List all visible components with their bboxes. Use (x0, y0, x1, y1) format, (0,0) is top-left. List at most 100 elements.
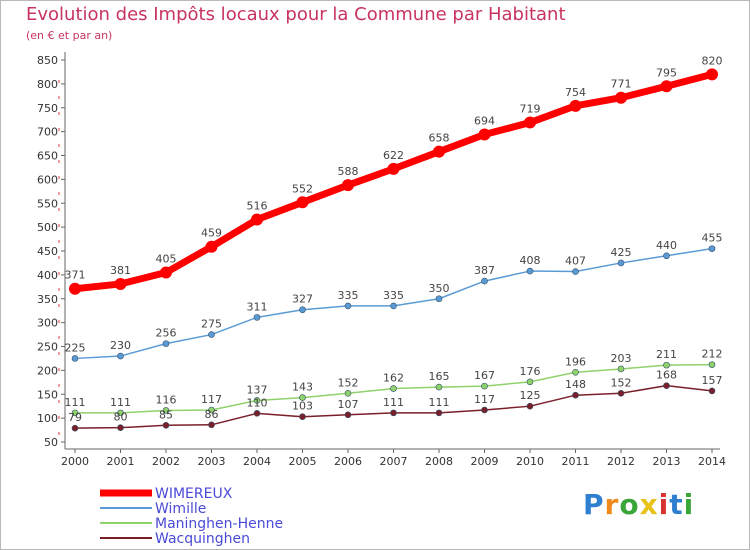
data-label: 694 (474, 114, 495, 127)
data-point (69, 282, 81, 295)
data-label: 327 (292, 293, 313, 306)
data-label: 771 (611, 78, 632, 91)
y-tick-label: 650 (37, 150, 58, 163)
data-label: 137 (247, 383, 268, 396)
data-label: 588 (338, 165, 359, 178)
data-point (117, 352, 124, 360)
data-label: 152 (611, 376, 632, 389)
data-label: 230 (110, 339, 131, 352)
y-tick-label: 450 (37, 245, 58, 258)
data-point (481, 382, 488, 390)
data-label: 116 (156, 393, 177, 406)
data-point (615, 91, 627, 104)
y-tick-label: 100 (37, 412, 58, 425)
x-tick-label: 2012 (607, 455, 635, 468)
data-label: 203 (611, 352, 632, 365)
data-point (663, 361, 670, 369)
data-point (299, 394, 306, 401)
chart-title: Evolution des Impôts locaux pour la Comm… (26, 4, 566, 25)
y-tick-label: 850 (37, 54, 58, 67)
data-point (617, 365, 625, 373)
x-tick-label: 2008 (425, 455, 453, 468)
data-label: 143 (292, 381, 313, 394)
data-point (435, 295, 443, 303)
logo-letter: i (683, 488, 695, 521)
data-label: 111 (383, 396, 404, 409)
data-label: 350 (429, 282, 450, 295)
data-label: 405 (156, 252, 177, 265)
x-tick-label: 2013 (653, 455, 681, 468)
y-tick-label: 300 (37, 317, 58, 330)
data-point (117, 424, 124, 431)
y-tick-label: 550 (37, 197, 58, 210)
data-label: 79 (68, 411, 82, 424)
x-tick-label: 2009 (471, 455, 499, 468)
data-label: 111 (429, 396, 450, 409)
data-point (344, 389, 352, 397)
data-point (617, 259, 625, 267)
series-layer (69, 68, 718, 432)
axes: 50 100 150 200 250 300 350 400 450 500 550 600 650 70… (37, 52, 726, 468)
data-point (706, 68, 718, 81)
data-label: 408 (520, 254, 541, 267)
data-label: 152 (338, 376, 359, 389)
data-point (481, 406, 488, 414)
data-point (617, 389, 625, 397)
data-label: 516 (247, 199, 268, 212)
y-tick-label: 600 (37, 173, 58, 186)
data-label: 256 (156, 327, 177, 340)
x-tick-label: 2000 (61, 455, 89, 468)
y-tick-label: 800 (37, 78, 58, 91)
data-label: 754 (565, 86, 586, 99)
data-point (344, 411, 352, 419)
data-label: 381 (110, 264, 131, 277)
y-tick-label: 50 (44, 436, 58, 449)
data-point (251, 213, 263, 226)
x-tick-label: 2011 (562, 455, 590, 468)
data-point (708, 245, 716, 252)
logo-letter: r (604, 488, 620, 521)
data-point (71, 424, 79, 432)
data-point (526, 267, 534, 275)
legend-label: Wacquinghen (155, 531, 250, 547)
data-point (481, 277, 488, 285)
data-label: 211 (656, 348, 677, 361)
data-point (478, 128, 491, 141)
data-point (342, 179, 354, 192)
y-tick-label: 250 (37, 341, 58, 354)
x-tick-label: 2007 (380, 455, 408, 468)
data-label: 719 (520, 103, 541, 116)
data-label: 111 (110, 396, 131, 409)
data-point (660, 80, 673, 93)
data-labels: 79 80 85 86 110 103 107 111 111 117 125 148 152 168 15… (65, 54, 723, 424)
legend-label: Maninghen-Henne (155, 516, 283, 532)
x-tick-label: 2003 (198, 455, 226, 468)
y-tick-label: 700 (37, 126, 58, 139)
data-label: 117 (201, 393, 222, 406)
data-point (663, 252, 670, 260)
data-label: 111 (65, 396, 86, 409)
y-tick-label: 750 (37, 102, 58, 115)
data-point (299, 306, 306, 314)
y-tick-label: 150 (37, 388, 58, 401)
data-point (569, 99, 582, 112)
x-tick-label: 2004 (243, 455, 271, 468)
data-point (208, 406, 215, 414)
data-point (71, 409, 79, 417)
x-tick-label: 2014 (698, 455, 726, 468)
data-point (435, 409, 443, 417)
data-label: 167 (474, 369, 495, 382)
data-label: 335 (383, 289, 404, 302)
data-label: 103 (292, 400, 313, 413)
data-point (114, 277, 127, 290)
y-tick-label: 400 (37, 269, 58, 282)
data-label: 795 (656, 66, 677, 79)
data-label: 275 (201, 318, 222, 331)
data-label: 311 (247, 300, 268, 313)
data-point (253, 314, 261, 321)
data-point (708, 387, 716, 395)
data-label: 459 (201, 227, 222, 240)
data-label: 335 (338, 289, 359, 302)
